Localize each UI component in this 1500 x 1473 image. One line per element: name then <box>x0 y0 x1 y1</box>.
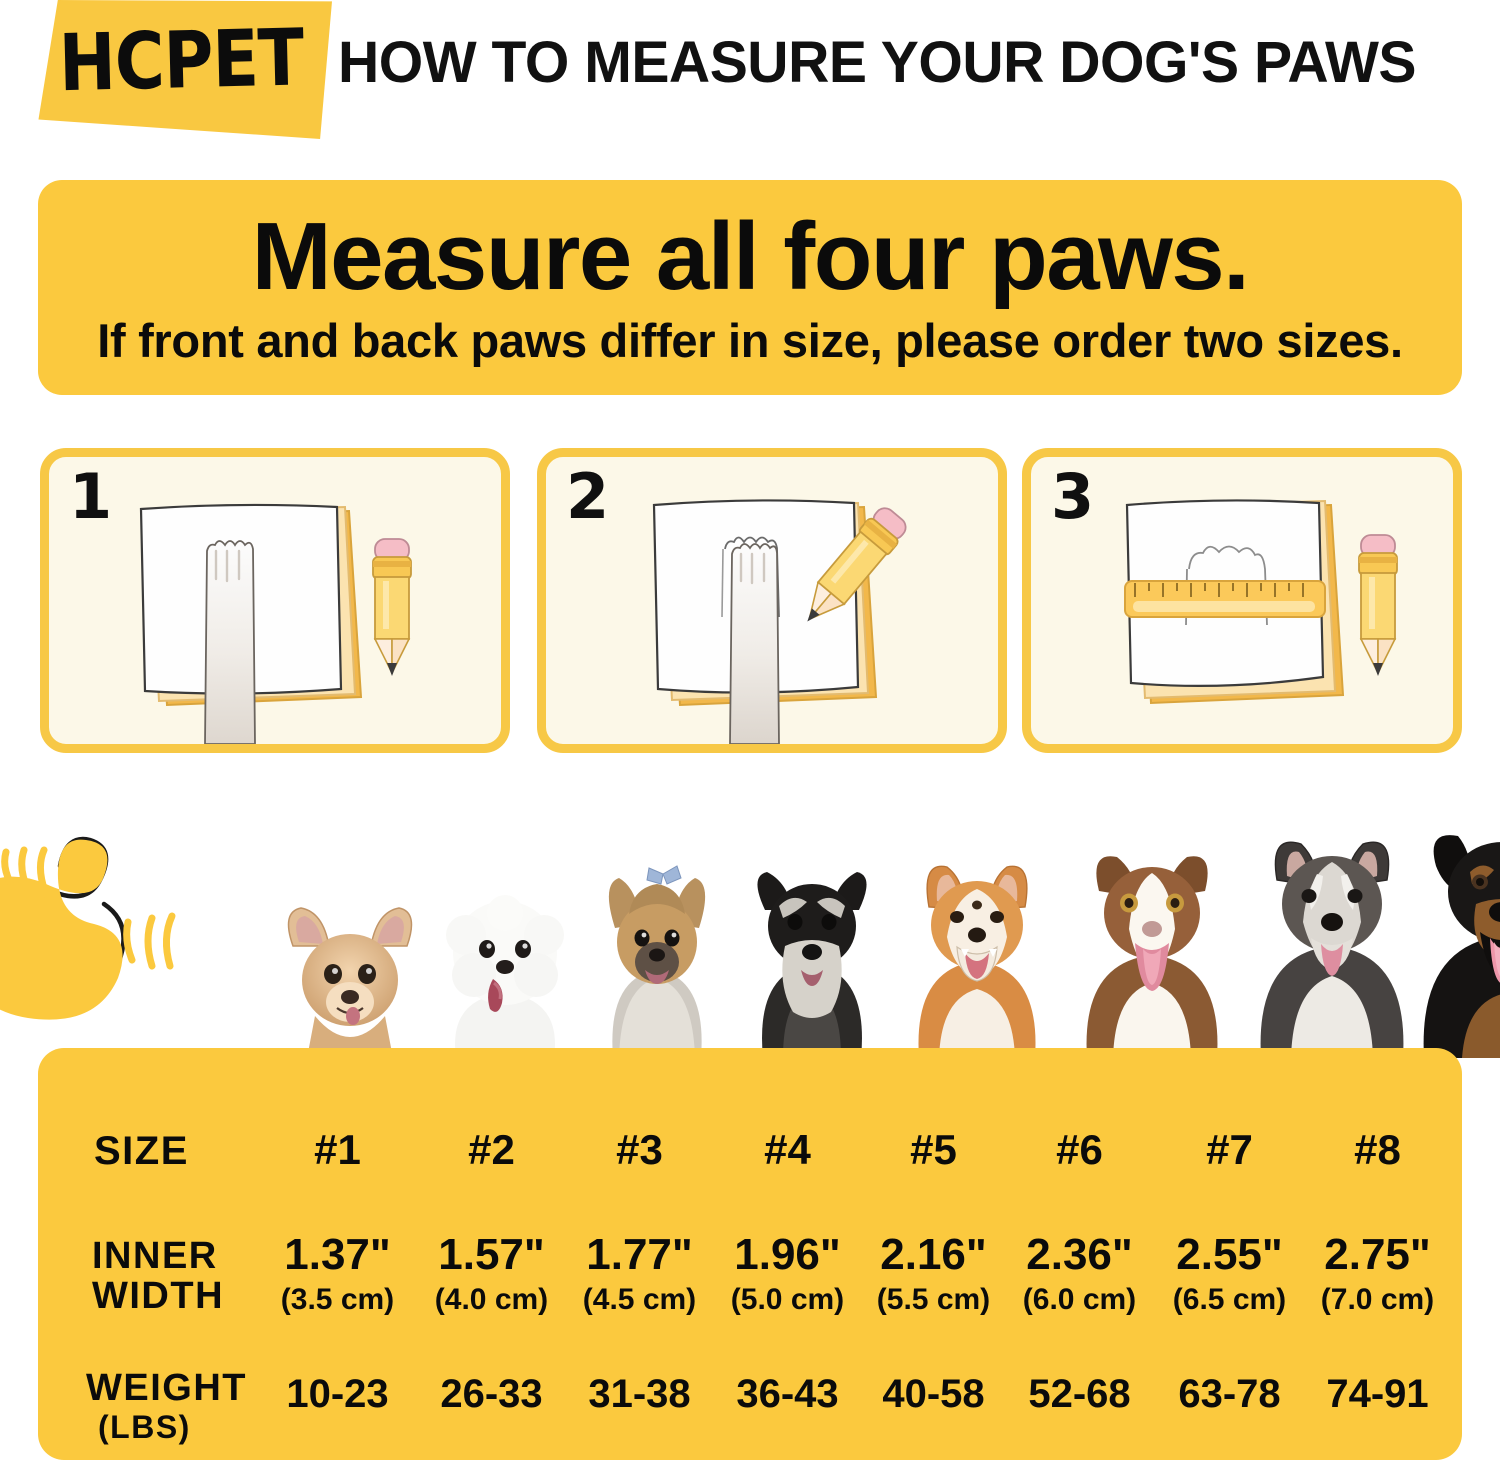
banner-subtext: If front and back paws differ in size, p… <box>97 314 1403 367</box>
page-title: HOW TO MEASURE YOUR DOG'S PAWS <box>338 30 1417 95</box>
pencil-tracing-paw-icon <box>652 499 907 744</box>
weight-range-5: 40-58 <box>882 1372 985 1416</box>
inner-width-cm-8: (7.0 cm) <box>1320 1283 1435 1316</box>
inner-width-in-8: 2.75" <box>1324 1230 1431 1279</box>
inner-width-in-4: 1.96" <box>734 1230 841 1279</box>
ruler-measuring-outline-icon <box>1124 499 1398 705</box>
size-label-1: #1 <box>314 1126 361 1173</box>
yorkshire-terrier-photo <box>608 865 706 1058</box>
weight-range-1: 10-23 <box>286 1372 389 1416</box>
size-label-2: #2 <box>468 1126 515 1173</box>
inner-width-in-6: 2.36" <box>1026 1230 1133 1279</box>
size-chart-table: SIZE INNER WIDTH WEIGHT (LBS) #1 1.37" (… <box>38 1048 1462 1460</box>
inner-width-cm-5: (5.5 cm) <box>876 1283 991 1316</box>
banner-headline: Measure all four paws. <box>251 203 1250 310</box>
size-label-3: #3 <box>616 1126 663 1173</box>
row-label-weight-line1: WEIGHT <box>86 1367 247 1409</box>
inner-width-in-3: 1.77" <box>586 1230 693 1279</box>
step-number-2: 2 <box>566 460 610 533</box>
brand-logo-text: HCPET <box>57 11 305 110</box>
chihuahua-photo <box>287 907 413 1058</box>
page-header: HCPET HOW TO MEASURE YOUR DOG'S PAWS <box>0 0 1500 150</box>
row-label-inner-width-line1: INNER <box>92 1235 218 1277</box>
weight-range-7: 63-78 <box>1178 1372 1281 1416</box>
step-number-1: 1 <box>69 460 113 533</box>
size-label-5: #5 <box>910 1126 957 1173</box>
row-label-size: SIZE <box>94 1129 189 1173</box>
row-label-inner-width-line2: WIDTH <box>92 1275 225 1317</box>
size-label-8: #8 <box>1354 1126 1401 1173</box>
weight-range-4: 36-43 <box>736 1372 839 1416</box>
weight-range-8: 74-91 <box>1326 1372 1429 1416</box>
inner-width-in-2: 1.57" <box>438 1230 545 1279</box>
row-label-weight-line2: (LBS) <box>98 1409 191 1445</box>
shiba-inu-photo <box>918 865 1036 1058</box>
inner-width-cm-3: (4.5 cm) <box>582 1283 697 1316</box>
rottweiler-photo <box>1423 835 1500 1058</box>
inner-width-cm-6: (6.0 cm) <box>1022 1283 1137 1316</box>
step-card-1: 1 <box>40 448 510 753</box>
inner-width-in-5: 2.16" <box>880 1230 987 1279</box>
weight-range-3: 31-38 <box>588 1372 691 1416</box>
brand-badge <box>38 0 332 139</box>
size-label-7: #7 <box>1206 1126 1253 1173</box>
inner-width-cm-4: (5.0 cm) <box>730 1283 845 1316</box>
border-collie-photo <box>1086 856 1218 1058</box>
inner-width-cm-7: (6.5 cm) <box>1172 1283 1287 1316</box>
inner-width-in-1: 1.37" <box>284 1230 391 1279</box>
inner-width-in-7: 2.55" <box>1176 1230 1283 1279</box>
step-card-2: 2 <box>537 448 1007 753</box>
step-number-3: 3 <box>1051 460 1095 533</box>
bichon-frise-photo <box>446 895 564 1058</box>
weight-range-6: 52-68 <box>1028 1372 1131 1416</box>
size-label-6: #6 <box>1056 1126 1103 1173</box>
wave-blob-icon <box>0 836 176 1020</box>
step-card-3: 3 <box>1022 448 1462 753</box>
alaskan-malamute-photo <box>1260 841 1404 1058</box>
inner-width-cm-2: (4.0 cm) <box>434 1283 549 1316</box>
instruction-banner: Measure all four paws. If front and back… <box>38 180 1462 395</box>
inner-width-cm-1: (3.5 cm) <box>280 1283 395 1316</box>
weight-range-2: 26-33 <box>440 1372 543 1416</box>
size-label-4: #4 <box>764 1126 811 1173</box>
miniature-schnauzer-photo <box>757 872 867 1058</box>
paw-on-paper-icon <box>139 503 412 744</box>
dog-breed-strip <box>255 808 1500 1058</box>
